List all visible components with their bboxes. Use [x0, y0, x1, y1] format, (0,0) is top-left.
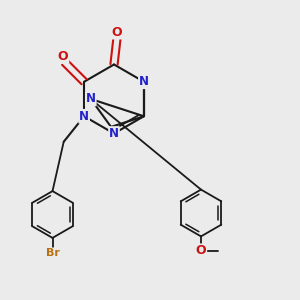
- Text: N: N: [139, 75, 149, 88]
- Text: O: O: [196, 244, 206, 257]
- Text: N: N: [79, 110, 89, 123]
- Text: N: N: [109, 127, 119, 140]
- Text: O: O: [58, 50, 68, 63]
- Text: Br: Br: [46, 248, 59, 259]
- Text: N: N: [86, 92, 96, 106]
- Text: O: O: [112, 26, 122, 39]
